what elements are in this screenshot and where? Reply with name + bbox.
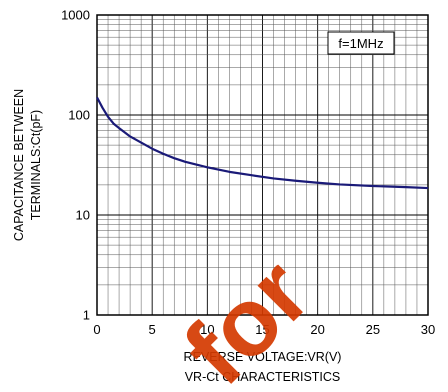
series-line-1 — [96, 96, 429, 190]
plot-frame — [96, 14, 429, 316]
x-tick-label: 25 — [366, 322, 380, 337]
x-tick-label: 15 — [255, 322, 269, 337]
x-tick-label: 30 — [421, 322, 435, 337]
y-tick-label: 1000 — [61, 8, 90, 23]
grid — [97, 15, 428, 315]
y-tick-label: 100 — [68, 108, 90, 123]
chart-title: VR-Ct CHARACTERISTICS — [185, 370, 341, 384]
tick-labels: 0 5 10 15 20 25 30 1 10 100 1000 — [61, 8, 435, 338]
y-tick-label: 1 — [83, 308, 90, 323]
x-tick-label: 10 — [200, 322, 214, 337]
x-tick-label: 0 — [93, 322, 100, 337]
annotation-box — [327, 31, 395, 55]
y-axis-label-line1: CAPACITANCE BETWEEN — [12, 89, 26, 241]
y-axis-label-line2: TERMINALS:Ct(pF) — [29, 110, 43, 220]
x-axis-label: REVERSE VOLTAGE:VR(V) — [184, 350, 342, 364]
annotation-layer: f=1MHz — [327, 31, 395, 55]
y-tick-label: 10 — [76, 208, 90, 223]
series-layer — [96, 96, 429, 190]
x-tick-label: 5 — [149, 322, 156, 337]
annotation-label: f=1MHz — [338, 36, 383, 51]
x-tick-label: 20 — [310, 322, 324, 337]
